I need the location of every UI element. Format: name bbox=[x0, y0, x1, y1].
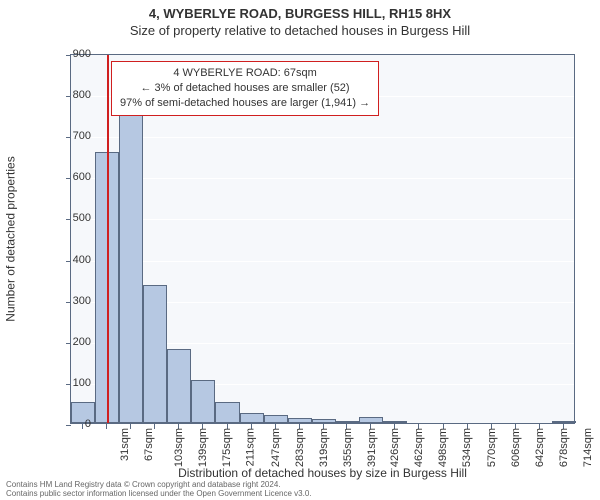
attribution-footer: Contains HM Land Registry data © Crown c… bbox=[6, 480, 596, 498]
x-tick-label: 498sqm bbox=[438, 428, 450, 467]
chart-container: 4, WYBERLYE ROAD, BURGESS HILL, RH15 8HX… bbox=[0, 0, 600, 500]
y-tick-label: 700 bbox=[51, 130, 91, 142]
footer-line-2: Contains public sector information licen… bbox=[6, 489, 596, 498]
grid-line bbox=[71, 219, 574, 220]
y-tick-label: 500 bbox=[51, 212, 91, 224]
histogram-bar bbox=[215, 402, 239, 423]
x-tick-label: 139sqm bbox=[197, 428, 209, 467]
x-tick-label: 426sqm bbox=[389, 428, 401, 467]
info-box-smaller: ← 3% of detached houses are smaller (52) bbox=[120, 81, 370, 96]
x-tick-label: 570sqm bbox=[486, 428, 498, 467]
x-tick-label: 606sqm bbox=[510, 428, 522, 467]
histogram-bar bbox=[359, 417, 383, 423]
x-tick-label: 642sqm bbox=[534, 428, 546, 467]
histogram-bar bbox=[335, 421, 359, 423]
y-tick-label: 0 bbox=[51, 418, 91, 430]
grid-line bbox=[71, 178, 574, 179]
histogram-bar bbox=[552, 421, 576, 423]
y-axis-label: Number of detached properties bbox=[4, 54, 18, 424]
x-tick-label: 462sqm bbox=[413, 428, 425, 467]
plot-area: 4 WYBERLYE ROAD: 67sqm← 3% of detached h… bbox=[70, 54, 575, 424]
y-tick-label: 600 bbox=[51, 171, 91, 183]
x-tick-label: 31sqm bbox=[119, 428, 131, 461]
page-title: 4, WYBERLYE ROAD, BURGESS HILL, RH15 8HX bbox=[0, 0, 600, 21]
y-tick-label: 900 bbox=[51, 48, 91, 60]
info-box-title: 4 WYBERLYE ROAD: 67sqm bbox=[120, 66, 370, 81]
grid-line bbox=[71, 137, 574, 138]
x-tick-label: 67sqm bbox=[143, 428, 155, 461]
y-tick-label: 400 bbox=[51, 254, 91, 266]
x-axis-label: Distribution of detached houses by size … bbox=[70, 466, 575, 480]
x-tick-label: 355sqm bbox=[342, 428, 354, 467]
x-tick-label: 678sqm bbox=[558, 428, 570, 467]
x-tick-label: 714sqm bbox=[582, 428, 594, 467]
x-tick-label: 391sqm bbox=[366, 428, 378, 467]
x-tick-label: 283sqm bbox=[294, 428, 306, 467]
histogram-bar bbox=[288, 418, 312, 423]
y-tick-label: 300 bbox=[51, 295, 91, 307]
y-tick-label: 800 bbox=[51, 89, 91, 101]
histogram-bar bbox=[143, 285, 167, 423]
x-tick-label: 103sqm bbox=[173, 428, 185, 467]
footer-line-1: Contains HM Land Registry data © Crown c… bbox=[6, 480, 596, 489]
property-marker-line bbox=[107, 55, 109, 423]
page-subtitle: Size of property relative to detached ho… bbox=[0, 21, 600, 38]
histogram-bar bbox=[264, 415, 288, 423]
histogram-bar bbox=[119, 94, 143, 423]
x-tick-mark bbox=[106, 424, 107, 429]
y-tick-label: 200 bbox=[51, 336, 91, 348]
y-tick-label: 100 bbox=[51, 377, 91, 389]
x-tick-mark bbox=[82, 424, 83, 429]
plot-background: 4 WYBERLYE ROAD: 67sqm← 3% of detached h… bbox=[70, 54, 575, 424]
x-tick-label: 534sqm bbox=[462, 428, 474, 467]
histogram-bar bbox=[167, 349, 191, 423]
x-tick-label: 211sqm bbox=[245, 428, 257, 466]
histogram-bar bbox=[383, 421, 407, 423]
x-tick-label: 175sqm bbox=[221, 428, 233, 467]
x-tick-label: 247sqm bbox=[270, 428, 282, 467]
property-info-box: 4 WYBERLYE ROAD: 67sqm← 3% of detached h… bbox=[111, 61, 379, 116]
info-box-larger: 97% of semi-detached houses are larger (… bbox=[120, 96, 370, 111]
histogram-bar bbox=[312, 419, 336, 423]
grid-line bbox=[71, 261, 574, 262]
histogram-bar bbox=[191, 380, 215, 423]
x-tick-label: 319sqm bbox=[318, 428, 330, 467]
histogram-bar bbox=[240, 413, 264, 423]
